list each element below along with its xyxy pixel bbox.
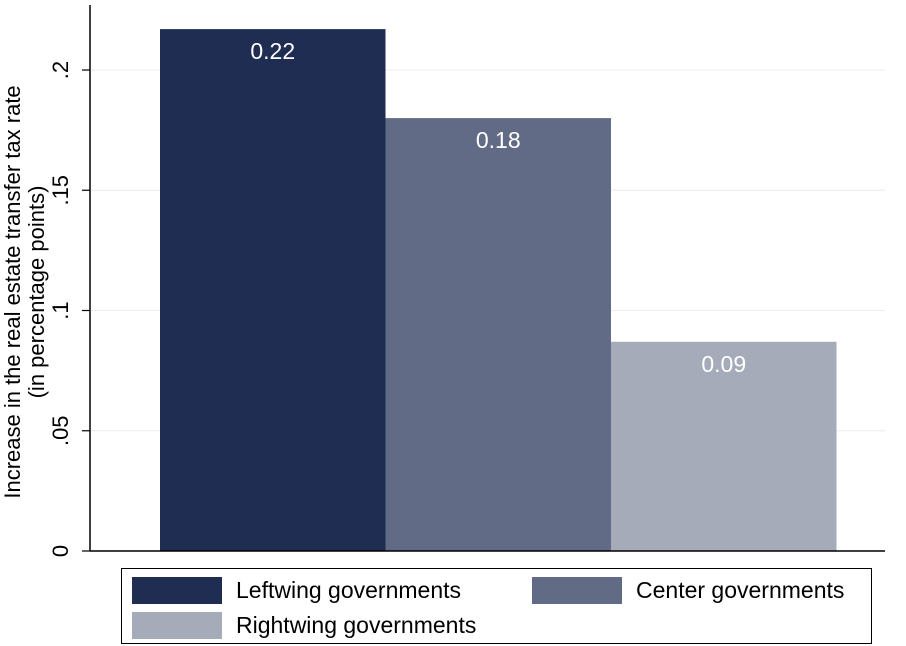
- y-axis-title-line1: Increase in the real estate transfer tax…: [0, 85, 25, 498]
- legend-item-leftwing: Leftwing governments: [132, 577, 461, 604]
- legend-swatch-leftwing: [132, 577, 222, 604]
- y-tick-label: .05: [48, 415, 73, 446]
- bar-value-label: 0.22: [250, 38, 295, 64]
- y-tick-label: .1: [48, 301, 73, 319]
- legend-label-center: Center governments: [636, 577, 844, 604]
- y-tick-label: 0: [48, 545, 73, 557]
- legend-item-rightwing: Rightwing governments: [132, 612, 476, 639]
- bars: 0.22 0.18 0.09: [160, 29, 837, 551]
- legend-label-rightwing: Rightwing governments: [236, 612, 476, 639]
- y-axis-label: Increase in the real estate transfer tax…: [0, 85, 49, 498]
- legend-label-leftwing: Leftwing governments: [236, 577, 461, 604]
- y-tick-label: .2: [48, 61, 73, 79]
- bar-value-label: 0.18: [476, 127, 521, 153]
- y-tick-label: .15: [48, 175, 73, 206]
- bar: [386, 118, 612, 551]
- legend-swatch-rightwing: [132, 612, 222, 639]
- bar-value-label: 0.09: [701, 351, 746, 377]
- bar: [160, 29, 386, 551]
- legend: Leftwing governments Center governments …: [121, 568, 872, 644]
- legend-swatch-center: [532, 577, 622, 604]
- y-axis-title-line2: (in percentage points): [24, 186, 49, 399]
- legend-item-center: Center governments: [532, 577, 844, 604]
